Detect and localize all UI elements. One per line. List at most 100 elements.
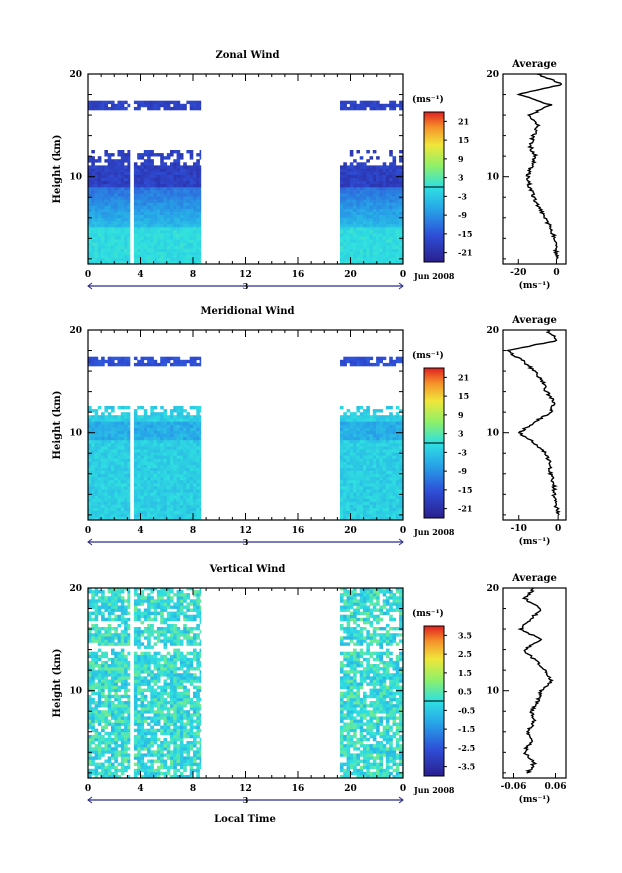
heatmap-cell bbox=[111, 165, 115, 169]
heatmap-cell bbox=[133, 227, 138, 231]
heatmap-cell bbox=[163, 156, 168, 160]
heatmap-cell bbox=[392, 430, 397, 434]
heatmap-cell bbox=[117, 642, 122, 646]
heatmap-cell bbox=[340, 251, 344, 256]
heatmap-cell bbox=[147, 239, 151, 243]
heatmap-cell bbox=[179, 362, 184, 367]
heatmap-cell bbox=[363, 510, 367, 515]
heatmap-cell bbox=[392, 427, 397, 431]
heatmap-cell bbox=[193, 495, 197, 499]
heatmap-cell bbox=[179, 504, 184, 508]
heatmap-cell bbox=[127, 239, 131, 243]
heatmap-cell bbox=[369, 230, 374, 234]
heatmap-cell bbox=[147, 495, 151, 499]
heatmap-cell bbox=[120, 504, 125, 508]
heatmap-cell bbox=[127, 651, 131, 656]
heatmap-cell bbox=[133, 670, 138, 674]
heatmap-cell bbox=[395, 103, 400, 108]
heatmap-cell bbox=[156, 461, 161, 465]
heatmap-cell bbox=[176, 359, 181, 364]
heatmap-cell bbox=[166, 171, 171, 175]
heatmap-cell bbox=[114, 737, 118, 742]
heatmap-cell bbox=[133, 660, 138, 665]
heatmap-cell bbox=[376, 217, 380, 222]
heatmap-cell bbox=[186, 359, 190, 364]
heatmap-cell bbox=[111, 449, 115, 453]
heatmap-cell bbox=[193, 486, 197, 490]
heatmap-cell bbox=[120, 193, 125, 197]
heatmap-cell bbox=[111, 461, 115, 465]
heatmap-cell bbox=[173, 193, 177, 197]
heatmap-cell bbox=[94, 461, 99, 465]
heatmap-cell bbox=[104, 701, 108, 705]
heatmap-cell bbox=[117, 596, 122, 600]
heatmap-cell bbox=[114, 670, 118, 674]
heatmap-cell bbox=[120, 421, 125, 425]
heatmap-cell bbox=[104, 486, 108, 490]
heatmap-cell bbox=[140, 449, 145, 453]
heatmap-cell bbox=[189, 165, 194, 169]
heatmap-cell bbox=[340, 245, 344, 249]
heatmap-cell bbox=[120, 516, 125, 521]
heatmap-cell bbox=[366, 248, 370, 252]
heatmap-cell bbox=[150, 193, 154, 197]
heatmap-cell bbox=[366, 486, 370, 490]
heatmap-cell bbox=[163, 455, 168, 459]
heatmap-cell bbox=[120, 664, 125, 668]
heatmap-cell bbox=[107, 701, 112, 705]
heatmap-cell bbox=[111, 588, 115, 591]
heatmap-cell bbox=[343, 443, 347, 447]
heatmap-cell bbox=[114, 220, 118, 225]
heatmap-cell bbox=[166, 467, 171, 471]
heatmap-cell bbox=[97, 470, 102, 475]
heatmap-cell bbox=[124, 220, 128, 225]
heatmap-cell bbox=[346, 458, 351, 462]
heatmap-cell bbox=[104, 667, 108, 671]
heatmap-cell bbox=[143, 498, 148, 502]
heatmap-cell bbox=[150, 248, 154, 252]
heatmap-cell bbox=[160, 100, 164, 105]
heatmap-cell bbox=[127, 516, 131, 521]
heatmap-cell bbox=[376, 251, 380, 256]
heatmap-cell bbox=[359, 449, 364, 453]
heatmap-cell bbox=[94, 473, 99, 478]
heatmap-cell bbox=[369, 100, 374, 105]
heatmap-cell bbox=[366, 436, 370, 441]
heatmap-cell bbox=[160, 430, 164, 434]
heatmap-cell bbox=[114, 630, 118, 634]
heatmap-cell bbox=[101, 479, 105, 484]
x-tick-label: 16 bbox=[292, 526, 305, 536]
heatmap-cell bbox=[140, 479, 145, 484]
heatmap-cell bbox=[392, 443, 397, 447]
heatmap-cell bbox=[137, 722, 141, 726]
heatmap-cell bbox=[366, 418, 370, 422]
heatmap-cell bbox=[170, 257, 174, 262]
heatmap-cell bbox=[97, 187, 102, 191]
heatmap-cell bbox=[353, 486, 357, 490]
heatmap-cell bbox=[111, 190, 115, 194]
heatmap-cell bbox=[340, 211, 344, 215]
heatmap-cell bbox=[104, 106, 108, 111]
heatmap-cell bbox=[176, 455, 181, 459]
heatmap-cell bbox=[363, 230, 367, 234]
heatmap-cell bbox=[140, 418, 145, 422]
heatmap-cell bbox=[363, 205, 367, 209]
heatmap-cell bbox=[385, 254, 390, 259]
heatmap-cell bbox=[392, 464, 397, 468]
heatmap-cell bbox=[133, 697, 138, 702]
heatmap-cell bbox=[140, 174, 145, 178]
heatmap-cell bbox=[349, 217, 354, 222]
heatmap-cell bbox=[111, 421, 115, 425]
heatmap-cell bbox=[127, 479, 131, 484]
heatmap-cell bbox=[127, 725, 131, 729]
heatmap-cell bbox=[173, 245, 177, 249]
heatmap-cell bbox=[114, 165, 118, 169]
heatmap-cell bbox=[389, 100, 393, 105]
heatmap-cell bbox=[343, 171, 347, 175]
heatmap-cell bbox=[133, 211, 138, 215]
heatmap-cell bbox=[107, 421, 112, 425]
heatmap-cell bbox=[156, 470, 161, 475]
heatmap-cell bbox=[140, 443, 145, 447]
heatmap-cell bbox=[124, 106, 128, 111]
heatmap-cell bbox=[120, 660, 125, 665]
